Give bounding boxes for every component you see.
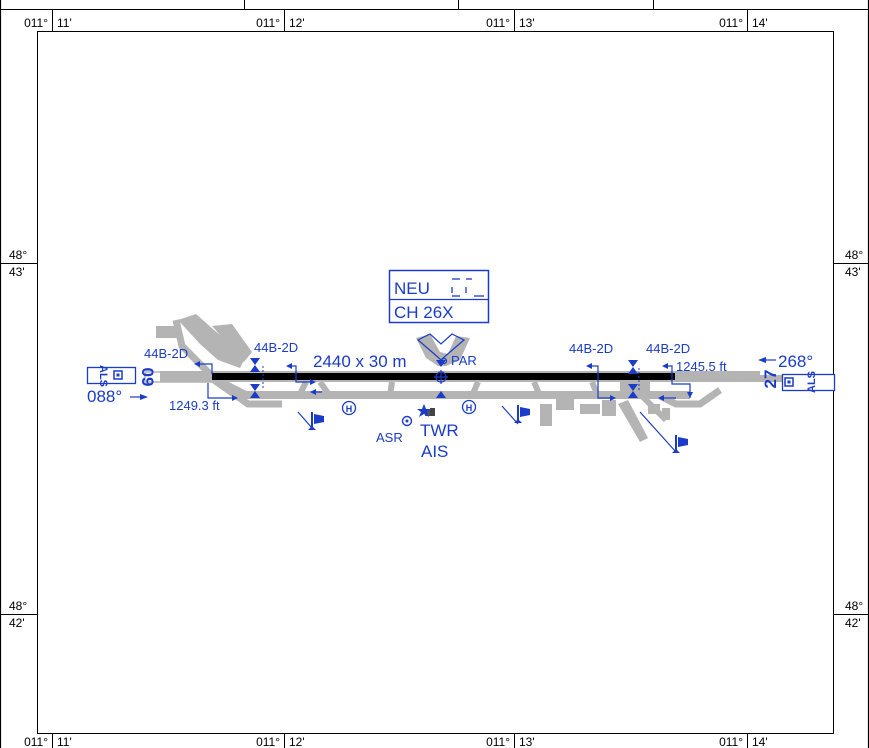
notice-line-1: NEU: [394, 279, 430, 298]
runway-center-marker: [434, 370, 448, 384]
top-graticule: [1, 0, 868, 31]
top-lon-2-min: 12': [289, 16, 305, 30]
par-antenna-icon: [416, 333, 466, 365]
bottom-lon-4-deg: 011°: [719, 735, 743, 748]
bottom-graticule: [52, 734, 748, 748]
gear-label-east-1: 44B-2D: [569, 341, 613, 356]
gear-label-east-2: 44B-2D: [646, 341, 690, 356]
heading-west: 088°: [87, 387, 122, 406]
als-label-west: ALS: [97, 365, 109, 387]
top-lon-4-deg: 011°: [719, 16, 743, 30]
right-lat-1-deg: 48°: [845, 248, 863, 262]
right-lat-2-min: 42': [845, 616, 861, 630]
arrow-heads: [130, 357, 776, 401]
top-lon-3-deg: 011°: [486, 16, 510, 30]
svg-text:H: H: [346, 404, 353, 414]
als-box-west: [86, 366, 137, 385]
ais-label: AIS: [421, 442, 448, 461]
runway-designator-09: 09: [138, 368, 157, 387]
bottom-lon-3-min: 13': [519, 735, 535, 748]
bottom-lon-1-min: 11': [57, 735, 72, 748]
bottom-lon-1-deg: 011°: [24, 735, 48, 748]
runway-dimensions: 2440 x 30 m: [313, 352, 407, 371]
bottom-lon-2-deg: 011°: [256, 735, 280, 748]
top-lon-4-min: 14': [752, 16, 768, 30]
top-lon-1-deg: 011°: [24, 16, 48, 30]
gear-cables: [262, 366, 640, 390]
arresting-gear-symbols: [250, 358, 638, 398]
asr-radar-icon: [401, 415, 413, 427]
left-lat-1-min: 43': [9, 265, 25, 279]
elevation-east: 1245.5 ft: [676, 359, 727, 374]
elevation-west: 1249.3 ft: [169, 398, 220, 413]
bottom-lon-2-min: 12': [289, 735, 305, 748]
top-lon-2-deg: 011°: [256, 16, 280, 30]
svg-text:H: H: [466, 403, 473, 413]
gear-label-west-2: 44B-2D: [254, 340, 298, 355]
top-lon-1-min: 11': [57, 16, 72, 30]
left-lat-2-min: 42': [9, 616, 25, 630]
top-lon-3-min: 13': [519, 16, 535, 30]
als-box-east: [781, 373, 836, 392]
windsock-icon: [672, 435, 688, 453]
bottom-lon-4-min: 14': [752, 735, 768, 748]
gear-label-west-1: 44B-2D: [144, 346, 188, 361]
notice-line-2: CH 26X: [394, 303, 454, 322]
taxi-guidance-lines: [196, 363, 691, 453]
asr-label: ASR: [376, 430, 403, 445]
als-label-east: ALS: [806, 371, 818, 393]
par-label: PAR: [451, 353, 477, 368]
lat-ticks: [1, 263, 868, 615]
right-lat-1-min: 43': [845, 265, 861, 279]
tower-icon: [417, 404, 435, 417]
right-lat-2-deg: 48°: [845, 599, 863, 613]
twr-label: TWR: [420, 421, 459, 440]
heliport-icon: H: [461, 399, 477, 415]
bottom-lon-3-deg: 011°: [486, 735, 510, 748]
left-lat-2-deg: 48°: [9, 599, 27, 613]
left-lat-1-deg: 48°: [9, 248, 27, 262]
runway-designator-27: 27: [761, 370, 780, 389]
heliport-icon: H: [341, 400, 357, 416]
windsock-icon: [514, 405, 530, 423]
windsock-icon: [308, 412, 324, 430]
notice-box: [388, 269, 490, 324]
heading-east: 268°: [778, 352, 813, 371]
